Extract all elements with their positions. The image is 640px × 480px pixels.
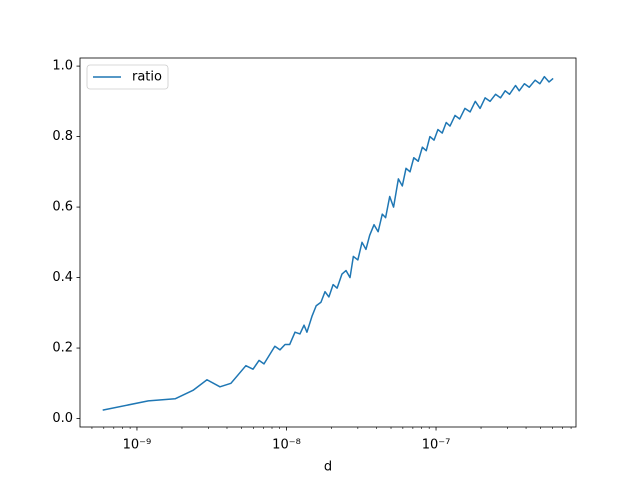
- y-tick-label: 0.2: [52, 341, 73, 356]
- legend-box: [86, 64, 169, 90]
- y-tick-label: 1.0: [52, 59, 73, 74]
- y-tick-label: 0.4: [52, 270, 73, 285]
- x-tick-label: 10⁻⁷: [422, 438, 451, 453]
- axes-frame: [79, 57, 577, 428]
- data-line: [102, 75, 554, 411]
- y-tick-label: 0.0: [52, 411, 73, 426]
- y-tick-label: 0.8: [52, 129, 73, 144]
- y-tick-label: 0.6: [52, 200, 73, 215]
- legend-label: ratio: [132, 70, 162, 85]
- x-axis-label: d: [324, 460, 332, 475]
- x-tick-label: 10⁻⁸: [272, 438, 301, 453]
- x-tick-label: 10⁻⁹: [123, 438, 152, 453]
